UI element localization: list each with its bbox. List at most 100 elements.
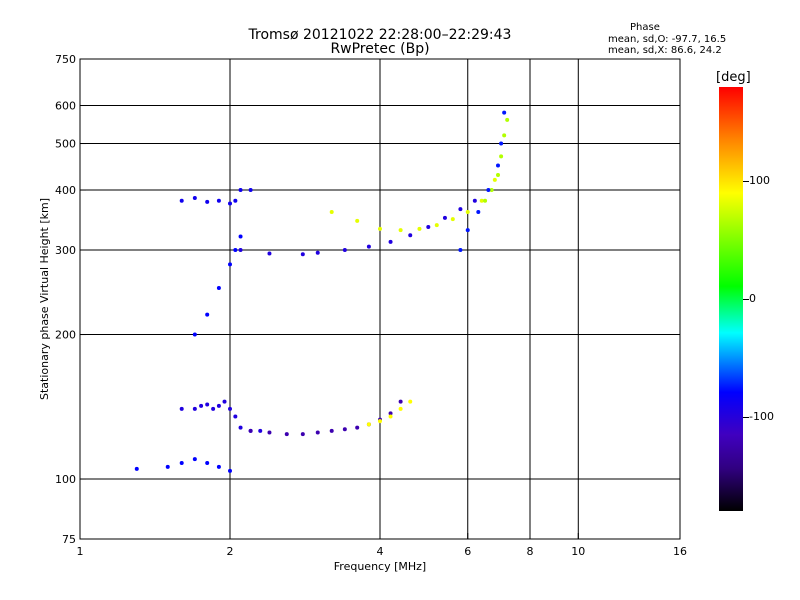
data-point	[388, 414, 393, 419]
data-point	[458, 248, 463, 253]
data-point	[238, 425, 243, 430]
data-point	[450, 217, 455, 222]
colorbar-tick-mark	[743, 299, 749, 300]
x-tick-label: 16	[673, 545, 687, 558]
y-tick-label: 100	[55, 473, 76, 486]
data-point	[489, 188, 494, 193]
data-point	[211, 406, 216, 411]
chart-subtitle: RwPretec (Bp)	[330, 41, 430, 57]
data-point	[315, 430, 320, 435]
data-point	[505, 117, 510, 122]
data-point	[486, 188, 491, 193]
data-point	[222, 399, 227, 404]
data-point	[192, 457, 197, 462]
data-point	[329, 428, 334, 433]
data-point	[238, 188, 243, 193]
data-point	[366, 244, 371, 249]
data-point	[398, 399, 403, 404]
points-layer	[134, 110, 510, 473]
data-point	[342, 248, 347, 253]
x-tick-label: 6	[464, 545, 471, 558]
data-point	[502, 110, 507, 115]
ticks-layer: 1 2 4 6 8 10 16 75 100 200 300 400 500 600 750	[55, 53, 687, 558]
data-point	[216, 198, 221, 203]
data-point	[199, 403, 204, 408]
x-tick-label: 2	[227, 545, 234, 558]
data-point	[499, 141, 504, 146]
phase-stats-x-mode: mean, sd,X: 86.6, 24.2	[608, 45, 722, 56]
data-point	[315, 250, 320, 255]
y-tick-label: 750	[55, 53, 76, 66]
data-point	[342, 427, 347, 432]
data-point	[267, 430, 272, 435]
y-tick-label: 600	[55, 100, 76, 113]
data-point	[233, 248, 238, 253]
data-point	[216, 464, 221, 469]
colorbar-tick-mark	[743, 181, 749, 183]
data-point	[366, 422, 371, 427]
chart-title: Tromsø 20121022 22:28:00–22:29:43	[248, 27, 512, 43]
data-point	[378, 226, 382, 231]
data-point	[205, 312, 210, 317]
y-tick-label: 75	[62, 533, 76, 546]
data-point	[165, 464, 170, 469]
data-point	[388, 411, 393, 416]
data-point	[216, 403, 221, 408]
data-point	[434, 223, 439, 228]
x-axis-label: Frequency [MHz]	[334, 560, 426, 573]
data-point	[378, 419, 382, 424]
data-point	[205, 402, 210, 407]
data-point	[179, 198, 184, 203]
data-point	[465, 210, 470, 215]
y-tick-label: 400	[55, 184, 76, 197]
data-point	[398, 406, 403, 411]
data-point	[479, 198, 484, 203]
y-tick-label: 500	[55, 138, 76, 151]
y-tick-label: 200	[55, 329, 76, 342]
grid-layer	[80, 59, 680, 539]
x-tick-label: 10	[571, 545, 585, 558]
data-point	[495, 163, 500, 168]
data-point	[476, 210, 481, 215]
data-point	[355, 218, 360, 223]
data-point	[388, 239, 393, 244]
x-tick-label: 1	[77, 545, 84, 558]
data-point	[442, 215, 447, 220]
data-point	[179, 460, 184, 465]
data-point	[284, 432, 289, 437]
data-point	[426, 225, 431, 230]
phase-stats-o-mode: mean, sd,O: -97.7, 16.5	[608, 34, 727, 45]
data-point	[408, 399, 413, 404]
phase-colorbar	[719, 87, 743, 511]
data-point	[300, 252, 305, 257]
data-point	[417, 226, 422, 231]
data-point	[228, 468, 232, 473]
data-point	[192, 332, 197, 337]
data-point	[248, 428, 253, 433]
data-point	[472, 198, 477, 203]
data-point	[228, 201, 232, 206]
colorbar-tick-label: -100	[749, 409, 774, 423]
data-point	[216, 286, 221, 291]
data-point	[258, 428, 263, 433]
data-point	[499, 154, 504, 159]
colorbar-tick-label: 100	[749, 174, 770, 188]
data-point	[238, 248, 243, 253]
colorbar-tick-mark	[743, 416, 749, 418]
y-tick-label: 300	[55, 244, 76, 257]
data-point	[355, 425, 360, 430]
colorbar-unit-label: [deg]	[716, 70, 751, 85]
data-point	[228, 406, 232, 411]
data-point	[179, 406, 184, 411]
data-point	[483, 198, 488, 203]
data-point	[248, 188, 253, 193]
data-point	[192, 196, 197, 201]
x-tick-label: 4	[377, 545, 384, 558]
data-point	[502, 133, 507, 138]
data-point	[228, 262, 232, 267]
data-point	[134, 466, 139, 471]
data-point	[233, 198, 238, 203]
data-point	[458, 207, 463, 212]
data-point	[398, 228, 403, 233]
